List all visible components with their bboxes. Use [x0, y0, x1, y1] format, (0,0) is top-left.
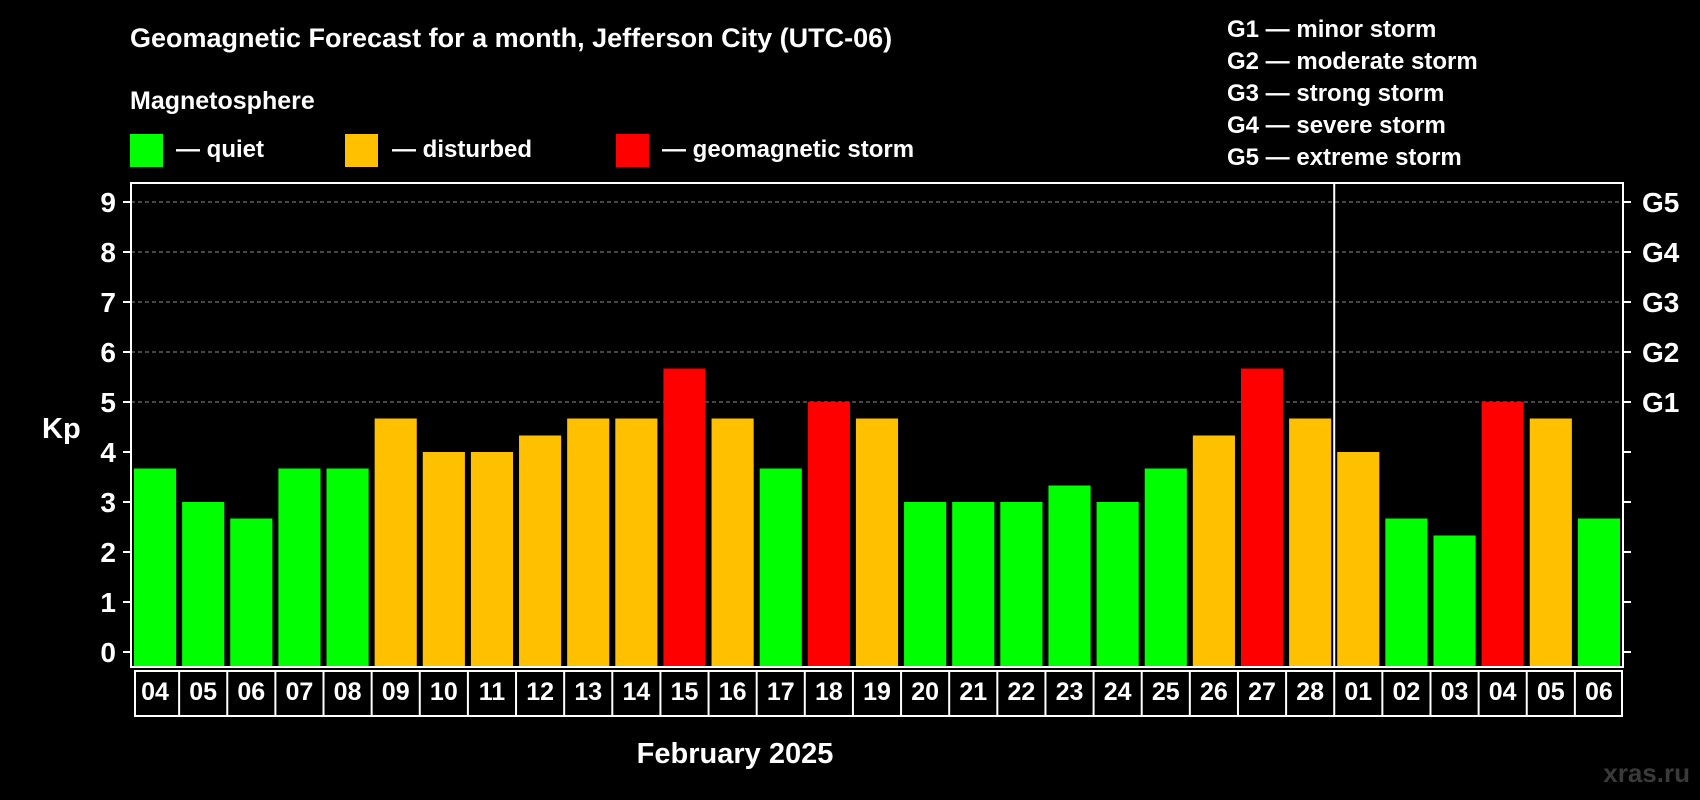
date-label-24: 27	[1248, 678, 1276, 706]
date-label-22: 25	[1152, 678, 1180, 706]
bar-8	[470, 452, 514, 667]
date-label-1: 04	[141, 678, 169, 706]
y-tick-label-3: 3	[100, 487, 116, 518]
date-label-29: 04	[1489, 678, 1517, 706]
plot-frame	[130, 182, 1624, 668]
storm-scale-label-g2: G2	[1642, 337, 1679, 368]
date-label-8: 11	[479, 678, 506, 706]
legend-swatch-storm	[616, 134, 649, 167]
date-label-9: 12	[526, 678, 554, 706]
bar-25	[1289, 418, 1332, 667]
date-label-13: 16	[719, 678, 747, 706]
bar-10	[567, 418, 610, 667]
date-label-7: 10	[430, 678, 458, 706]
date-label-12: 15	[671, 678, 699, 706]
date-label-2: 05	[189, 678, 217, 706]
y-tick-label-7: 7	[100, 287, 116, 318]
date-label-18: 21	[959, 678, 987, 706]
legend-label-storm: — geomagnetic storm	[662, 136, 914, 163]
y-tick-label-1: 1	[100, 587, 116, 618]
storm-scale-legend: G1 — minor storm G2 — moderate storm G3 …	[1227, 16, 1478, 171]
date-label-26: 01	[1344, 678, 1372, 706]
bar-1	[134, 468, 177, 667]
storm-legend-g5: G5 — extreme storm	[1227, 144, 1462, 171]
date-label-17: 20	[911, 678, 939, 706]
y-tick-label-0: 0	[100, 637, 116, 668]
bar-28	[1433, 535, 1476, 667]
bar-18	[952, 502, 995, 667]
legend: — quiet — disturbed — geomagnetic storm	[130, 134, 914, 167]
bar-15	[807, 402, 850, 667]
date-label-10: 13	[574, 678, 602, 706]
date-label-28: 03	[1441, 678, 1469, 706]
date-label-16: 19	[863, 678, 891, 706]
storm-legend-g4: G4 — severe storm	[1227, 112, 1446, 139]
bar-4	[278, 468, 321, 667]
y-tick-label-4: 4	[100, 437, 116, 468]
bar-9	[519, 435, 562, 667]
date-label-19: 22	[1007, 678, 1035, 706]
bar-12	[663, 368, 706, 667]
y-tick-label-9: 9	[100, 187, 116, 218]
chart-subtitle: Magnetosphere	[130, 87, 315, 115]
watermark: xras.ru	[1603, 758, 1690, 788]
y-axis-label: Kp	[42, 413, 81, 445]
bar-20	[1048, 485, 1091, 667]
bar-23	[1192, 435, 1235, 667]
date-label-25: 28	[1296, 678, 1324, 706]
date-label-5: 08	[334, 678, 362, 706]
date-label-4: 07	[286, 678, 314, 706]
bar-11	[615, 418, 658, 667]
date-label-21: 24	[1104, 678, 1132, 706]
bar-24	[1240, 368, 1284, 667]
date-axis-frame	[134, 670, 1623, 717]
bar-14	[759, 468, 802, 667]
legend-swatch-quiet	[130, 134, 163, 167]
date-label-20: 23	[1056, 678, 1084, 706]
bar-5	[326, 468, 369, 667]
x-axis-label: February 2025	[637, 738, 834, 770]
storm-scale-label-g3: G3	[1642, 287, 1679, 318]
date-label-31: 06	[1585, 678, 1613, 706]
chart-title: Geomagnetic Forecast for a month, Jeffer…	[130, 23, 892, 53]
storm-legend-g1: G1 — minor storm	[1227, 16, 1436, 43]
bar-17	[904, 502, 947, 667]
bar-22	[1144, 468, 1187, 667]
storm-scale-label-g5: G5	[1642, 187, 1679, 218]
legend-label-quiet: — quiet	[176, 136, 264, 163]
storm-legend-g2: G2 — moderate storm	[1227, 48, 1478, 75]
date-label-6: 09	[382, 678, 410, 706]
legend-swatch-disturbed	[345, 134, 378, 167]
bar-26	[1337, 452, 1380, 667]
bar-7	[422, 452, 465, 667]
bar-3	[230, 518, 273, 667]
bar-21	[1096, 502, 1139, 667]
date-label-3: 06	[237, 678, 265, 706]
y-tick-label-6: 6	[100, 337, 116, 368]
bar-19	[1000, 502, 1043, 667]
bar-29	[1481, 402, 1524, 667]
bar-16	[855, 418, 899, 667]
date-label-14: 17	[767, 678, 795, 706]
date-label-30: 05	[1537, 678, 1565, 706]
date-label-15: 18	[815, 678, 843, 706]
date-label-11: 14	[622, 678, 650, 706]
storm-scale-label-g4: G4	[1642, 237, 1680, 268]
bar-13	[711, 418, 754, 667]
legend-label-disturbed: — disturbed	[392, 136, 532, 163]
bar-31	[1577, 518, 1620, 667]
y-tick-label-2: 2	[100, 537, 116, 568]
date-label-23: 26	[1200, 678, 1228, 706]
y-tick-label-5: 5	[100, 387, 116, 418]
bar-2	[182, 502, 225, 667]
storm-scale-label-g1: G1	[1642, 387, 1679, 418]
bar-30	[1529, 418, 1572, 667]
bar-6	[374, 418, 417, 667]
y-tick-label-8: 8	[100, 237, 116, 268]
bar-27	[1385, 518, 1428, 667]
date-label-27: 02	[1393, 678, 1421, 706]
storm-legend-g3: G3 — strong storm	[1227, 80, 1444, 107]
